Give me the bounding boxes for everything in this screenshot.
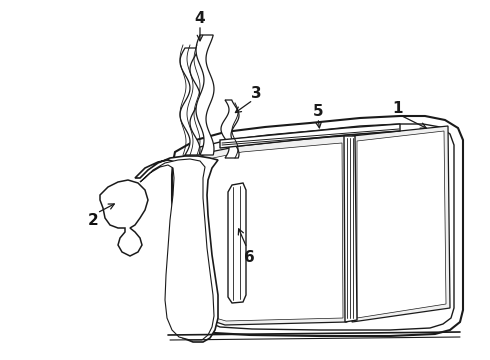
Polygon shape [180, 48, 200, 155]
Polygon shape [196, 35, 214, 155]
Polygon shape [181, 124, 454, 330]
Text: 6: 6 [244, 249, 254, 265]
Text: 5: 5 [313, 104, 323, 118]
Polygon shape [100, 180, 148, 256]
Text: 1: 1 [393, 100, 403, 116]
Text: 2: 2 [88, 212, 98, 228]
Polygon shape [352, 126, 450, 322]
Polygon shape [228, 183, 246, 303]
Polygon shape [186, 136, 347, 325]
Polygon shape [172, 116, 463, 336]
Polygon shape [140, 159, 214, 340]
Polygon shape [221, 100, 239, 158]
Polygon shape [135, 156, 218, 342]
Text: 3: 3 [251, 86, 261, 100]
Polygon shape [220, 124, 400, 148]
Polygon shape [357, 131, 446, 318]
Text: 4: 4 [195, 10, 205, 26]
Polygon shape [191, 143, 343, 321]
Polygon shape [344, 136, 357, 322]
